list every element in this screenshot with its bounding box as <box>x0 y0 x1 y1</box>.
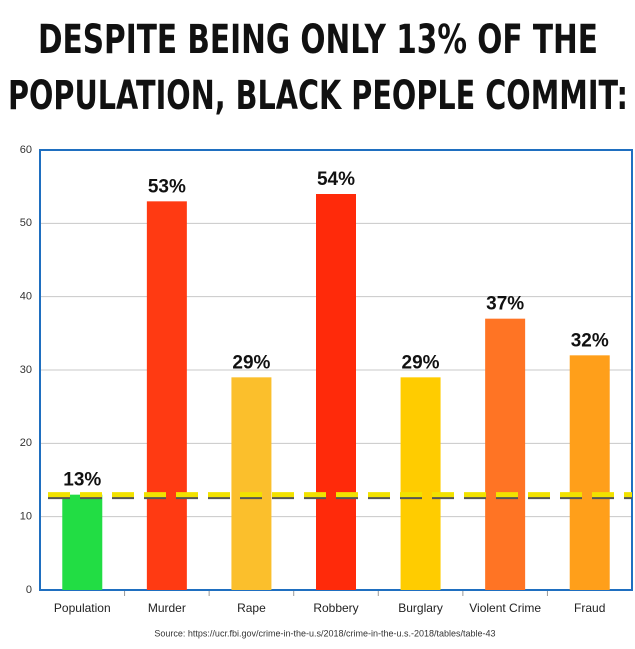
value-label: 32% <box>571 330 609 351</box>
y-tick-label: 0 <box>26 584 32 596</box>
chart-title: DESPITE BEING ONLY 13% OF THE <box>38 17 598 63</box>
value-label: 37% <box>486 294 524 315</box>
chart-title: POPULATION, BLACK PEOPLE COMMIT: <box>8 73 628 119</box>
value-label: 29% <box>232 352 270 373</box>
bar <box>62 494 103 590</box>
value-label: 13% <box>63 470 101 491</box>
x-tick-label: Violent Crime <box>469 601 541 615</box>
bar <box>569 355 610 590</box>
x-tick-label: Population <box>54 601 111 615</box>
y-tick-label: 40 <box>20 291 32 303</box>
value-label: 53% <box>148 176 186 197</box>
bar <box>231 377 272 590</box>
value-label: 29% <box>402 352 440 373</box>
y-tick-label: 50 <box>20 217 32 229</box>
x-tick-label: Robbery <box>313 601 358 615</box>
x-tick-label: Rape <box>237 601 266 615</box>
bar <box>316 194 356 590</box>
bar <box>146 201 187 591</box>
x-tick-label: Murder <box>148 601 186 615</box>
source: Source: https://ucr.fbi.gov/crime-in-the… <box>154 628 495 638</box>
y-tick-label: 10 <box>20 511 32 523</box>
x-tick-label: Burglary <box>398 601 443 615</box>
value-label: 54% <box>317 169 355 190</box>
x-tick-label: Fraud <box>574 601 605 615</box>
y-tick-label: 60 <box>20 144 32 156</box>
y-tick-label: 20 <box>20 437 32 449</box>
bar <box>485 318 526 590</box>
bar <box>400 377 441 590</box>
y-tick-label: 30 <box>20 364 32 376</box>
